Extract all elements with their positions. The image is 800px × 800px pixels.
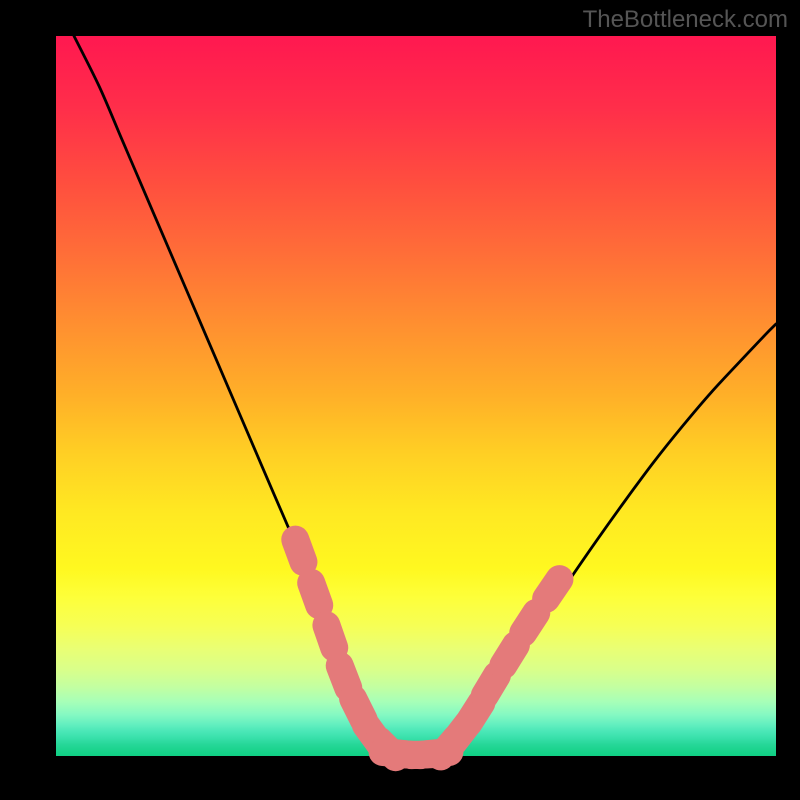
overlay-bead — [295, 540, 303, 562]
overlay-bead — [546, 579, 559, 599]
plot-background — [56, 36, 776, 756]
watermark-text: TheBottleneck.com — [583, 6, 788, 34]
bottleneck-chart — [0, 0, 800, 800]
overlay-bead — [311, 583, 319, 605]
overlay-bead — [503, 645, 516, 665]
chart-container: TheBottleneck.com — [0, 0, 800, 800]
overlay-bead — [340, 666, 349, 688]
overlay-bead — [485, 675, 497, 695]
overlay-bead — [326, 625, 334, 647]
overlay-bead — [523, 613, 536, 633]
